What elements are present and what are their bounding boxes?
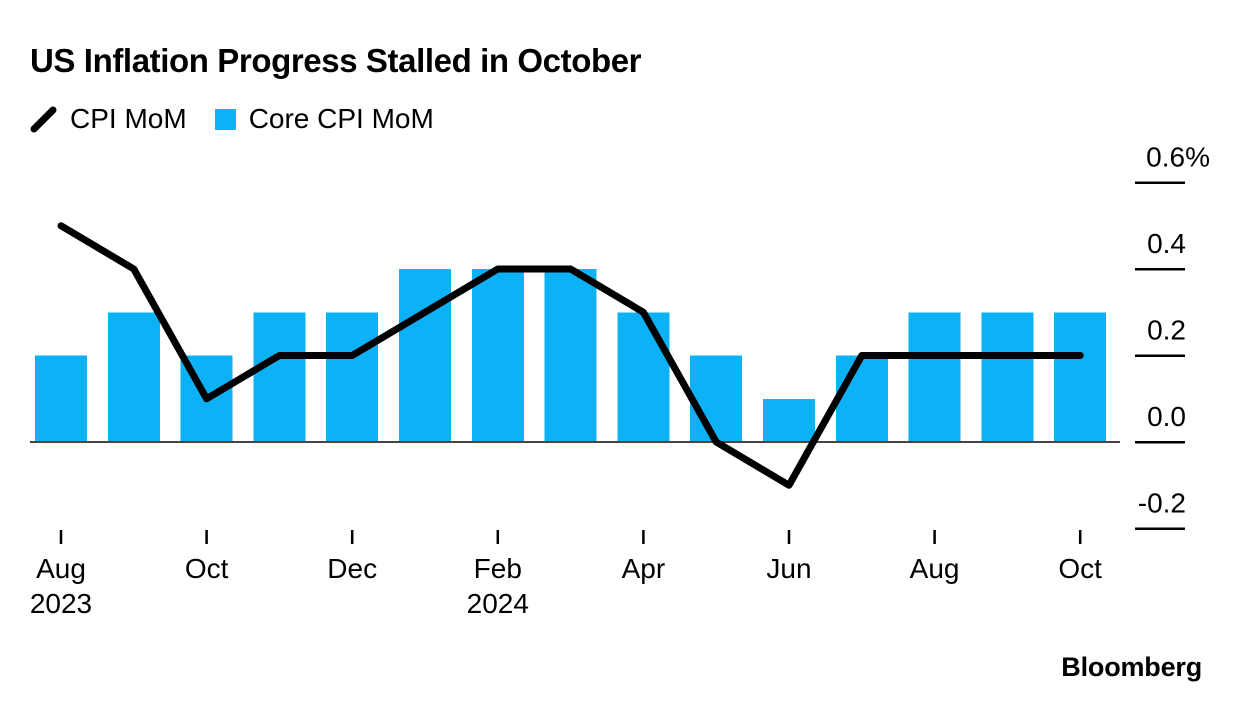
- cpi-mom-line: [57, 222, 1084, 489]
- x-axis-label: Oct: [185, 553, 229, 584]
- y-axis-tick: [1135, 527, 1185, 530]
- x-axis-tick: [205, 530, 208, 544]
- x-axis-tick: [933, 530, 936, 544]
- core-cpi-bar: [835, 355, 888, 442]
- core-cpi-bar: [399, 269, 451, 442]
- x-axis-tick: [1078, 530, 1082, 544]
- core-cpi-bar: [763, 398, 815, 442]
- cpi-line-swatch-icon: [30, 106, 57, 133]
- legend: CPI MoM Core CPI MoM: [30, 103, 462, 135]
- x-axis-tick: [787, 530, 791, 544]
- page-title: US Inflation Progress Stalled in October: [30, 42, 642, 79]
- y-axis-label: -0.2: [1138, 488, 1186, 519]
- x-axis-tick: [59, 530, 63, 544]
- core-cpi-bar: [544, 269, 597, 442]
- x-axis-label: Aug: [36, 553, 86, 584]
- core-cpi-bar: [908, 312, 961, 442]
- core-cpi-bar: [690, 355, 743, 442]
- y-axis-label: 0.0: [1147, 401, 1186, 432]
- y-axis-label: 0.4: [1147, 228, 1186, 259]
- x-axis-label: Feb: [474, 553, 522, 584]
- legend-item-core-cpi-mom: Core CPI MoM: [214, 103, 434, 135]
- core-cpi-bar: [253, 312, 306, 442]
- core-cpi-bar: [981, 312, 1034, 442]
- zero-baseline: [30, 441, 1120, 443]
- x-axis-tick: [642, 530, 645, 544]
- y-axis-tick: [1135, 181, 1185, 184]
- x-axis-label: Jun: [766, 553, 811, 584]
- x-axis-label: Aug: [910, 553, 960, 584]
- legend-label-cpi-mom: CPI MoM: [70, 103, 187, 134]
- y-axis-tick: [1135, 441, 1185, 444]
- core-cpi-bar: [326, 312, 379, 442]
- core-cpi-bar: [35, 355, 87, 442]
- x-axis-label: Dec: [327, 553, 377, 584]
- core-cpi-swatch-icon: [214, 108, 236, 130]
- x-axis-label: Oct: [1058, 553, 1102, 584]
- y-axis-tick: [1135, 354, 1185, 357]
- legend-label-core-cpi-mom: Core CPI MoM: [248, 103, 434, 134]
- x-axis-year-label: 2024: [467, 588, 529, 619]
- x-axis-label: Apr: [622, 553, 666, 584]
- x-axis-tick: [350, 530, 354, 544]
- core-cpi-bar: [107, 312, 160, 442]
- cpi-line-swatch: [30, 106, 57, 132]
- x-axis-tick: [496, 530, 500, 544]
- bloomberg-logo: Bloomberg: [1061, 652, 1202, 682]
- y-axis-tick: [1135, 268, 1185, 271]
- legend-item-cpi-mom: CPI MoM: [30, 103, 187, 135]
- x-axis-year-label: 2023: [30, 588, 92, 619]
- y-axis-label: 0.6%: [1146, 142, 1210, 173]
- core-cpi-bar: [1054, 312, 1107, 442]
- core-cpi-bar: [617, 312, 670, 442]
- y-axis-label: 0.2: [1147, 315, 1186, 346]
- core-cpi-bar: [471, 269, 524, 442]
